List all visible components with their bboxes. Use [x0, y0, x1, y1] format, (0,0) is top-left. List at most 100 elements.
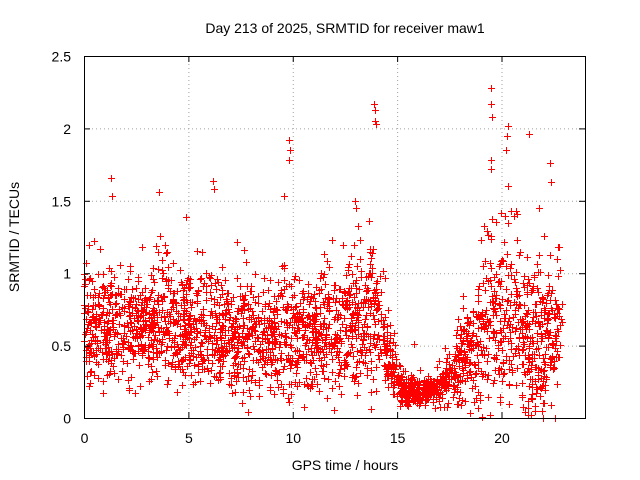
data-point — [352, 374, 359, 381]
data-point — [475, 292, 482, 299]
data-point — [370, 376, 377, 383]
data-point — [461, 358, 468, 365]
data-point — [129, 286, 136, 293]
data-point — [364, 285, 371, 292]
data-point — [487, 412, 494, 419]
data-point — [187, 356, 194, 363]
data-point — [209, 360, 216, 367]
data-point — [113, 292, 120, 299]
data-point — [328, 349, 335, 356]
data-point — [301, 332, 308, 339]
data-point — [384, 329, 391, 336]
data-point — [180, 294, 187, 301]
data-point — [535, 318, 542, 325]
data-point — [307, 385, 314, 392]
data-point — [219, 287, 226, 294]
data-point — [464, 314, 471, 321]
data-point — [365, 333, 372, 340]
data-point — [104, 332, 111, 339]
data-point — [497, 283, 504, 290]
data-point — [549, 353, 556, 360]
data-point — [136, 362, 143, 369]
data-point — [149, 319, 156, 326]
data-point — [271, 339, 278, 346]
data-point — [453, 332, 460, 339]
data-point — [110, 317, 117, 324]
data-point — [485, 372, 492, 379]
data-point — [500, 258, 507, 265]
data-point — [155, 324, 162, 331]
data-point — [85, 309, 92, 316]
data-point — [463, 328, 470, 335]
data-point — [462, 398, 469, 405]
x-tick-label: 10 — [285, 430, 301, 446]
data-point — [244, 345, 251, 352]
data-point — [321, 315, 328, 322]
data-point — [90, 313, 97, 320]
data-point — [239, 400, 246, 407]
data-point — [160, 293, 167, 300]
data-point — [203, 297, 210, 304]
data-point — [86, 350, 93, 357]
data-point — [357, 237, 364, 244]
data-point — [488, 233, 495, 240]
data-point — [314, 381, 321, 388]
data-point — [244, 336, 251, 343]
data-point — [113, 300, 120, 307]
data-point — [207, 312, 214, 319]
data-point — [179, 366, 186, 373]
data-point — [255, 293, 262, 300]
data-point — [86, 242, 93, 249]
data-point — [293, 370, 300, 377]
data-point — [203, 270, 210, 277]
data-point — [293, 330, 300, 337]
data-point — [547, 364, 554, 371]
data-point — [549, 287, 556, 294]
data-point — [516, 352, 523, 359]
data-point — [262, 303, 269, 310]
data-point — [138, 341, 145, 348]
data-point — [178, 279, 185, 286]
data-point — [283, 341, 290, 348]
data-point — [498, 210, 505, 217]
data-point — [512, 311, 519, 318]
data-point — [245, 306, 252, 313]
data-point — [421, 385, 428, 392]
data-point — [530, 283, 537, 290]
data-point — [115, 341, 122, 348]
data-point — [296, 348, 303, 355]
data-point — [530, 314, 537, 321]
data-point — [354, 392, 361, 399]
data-point — [373, 280, 380, 287]
data-point — [105, 344, 112, 351]
data-point — [261, 275, 268, 282]
data-point — [412, 397, 419, 404]
data-point — [435, 390, 442, 397]
data-point — [208, 295, 215, 302]
data-point — [522, 322, 529, 329]
data-point — [511, 276, 518, 283]
data-point — [489, 299, 496, 306]
data-point — [85, 321, 92, 328]
data-point — [341, 357, 348, 364]
data-point — [346, 261, 353, 268]
data-point — [87, 380, 94, 387]
data-point — [195, 369, 202, 376]
data-point — [354, 263, 361, 270]
data-point — [119, 368, 126, 375]
data-point — [166, 332, 173, 339]
data-point — [521, 302, 528, 309]
data-point — [490, 380, 497, 387]
data-point — [265, 287, 272, 294]
data-point — [197, 276, 204, 283]
data-point — [250, 294, 257, 301]
data-point — [153, 309, 160, 316]
data-point — [348, 315, 355, 322]
data-point — [294, 314, 301, 321]
data-point — [484, 376, 491, 383]
data-point — [287, 342, 294, 349]
data-point — [207, 289, 214, 296]
data-point — [420, 382, 427, 389]
data-point — [505, 183, 512, 190]
data-point — [540, 355, 547, 362]
